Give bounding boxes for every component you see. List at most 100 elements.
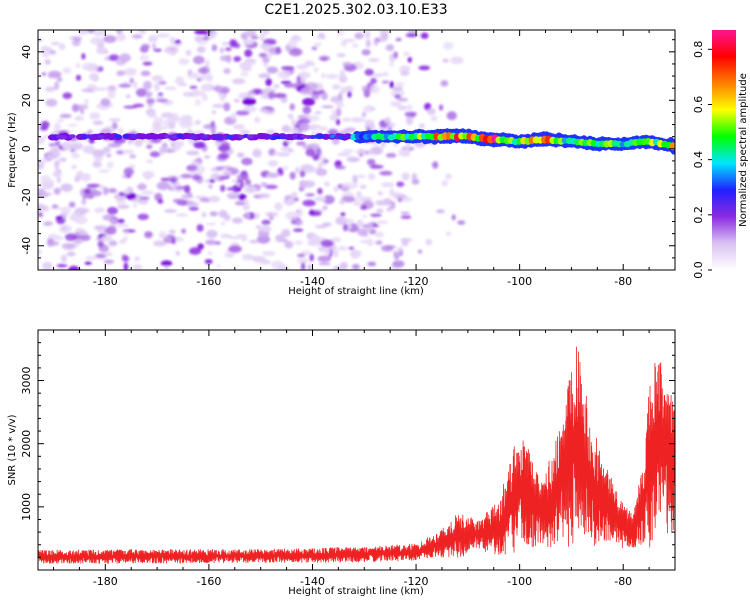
spectrogram-y-tick-label: 0 <box>20 145 33 152</box>
noise-blob <box>254 116 261 123</box>
noise-blob <box>197 67 208 74</box>
noise-blob <box>99 184 105 190</box>
noise-blob <box>40 192 53 196</box>
noise-blob <box>129 154 137 159</box>
noise-blob <box>221 141 231 150</box>
noise-blob <box>254 212 260 219</box>
noise-blob <box>343 218 355 224</box>
noise-blob <box>407 56 412 63</box>
noise-blob <box>375 199 388 206</box>
noise-blob <box>297 115 308 119</box>
noise-blob <box>107 89 116 99</box>
noise-blob <box>73 239 84 244</box>
noise-blob <box>208 251 213 256</box>
noise-blob <box>354 32 364 40</box>
noise-blob <box>131 34 143 39</box>
noise-blob <box>294 240 303 245</box>
snr-panel: -180 -160 -140 -120 -100 -80 1000 2000 3000 Heig… <box>7 329 676 597</box>
colorbar-tick-label: 0.8 <box>692 41 705 59</box>
noise-blob <box>230 112 237 121</box>
noise-blob <box>228 245 243 253</box>
noise-blob <box>196 46 206 54</box>
noise-blob <box>337 92 343 100</box>
noise-blob <box>86 183 101 188</box>
spectrogram-noise-blobs <box>38 30 466 270</box>
noise-blob <box>370 159 376 167</box>
noise-blob <box>297 71 311 79</box>
noise-blob <box>175 76 185 85</box>
noise-blob <box>351 44 359 48</box>
noise-blob <box>332 265 343 270</box>
noise-blob <box>194 30 209 35</box>
noise-blob <box>370 213 382 217</box>
noise-blob <box>62 92 73 99</box>
noise-blob <box>244 212 251 219</box>
noise-blob <box>185 49 192 56</box>
noise-blob <box>95 87 108 91</box>
noise-blob <box>104 226 117 235</box>
noise-blob <box>420 32 429 39</box>
noise-blob <box>48 241 60 246</box>
noise-blob <box>446 111 457 120</box>
noise-blob <box>180 114 193 123</box>
noise-blob <box>293 228 304 232</box>
noise-blob <box>94 207 105 213</box>
noise-blob <box>400 71 410 76</box>
noise-blob <box>252 148 262 158</box>
noise-blob <box>90 190 102 197</box>
noise-blob <box>373 38 379 46</box>
noise-blob <box>266 172 280 179</box>
noise-blob <box>92 149 106 157</box>
noise-blob <box>261 219 271 226</box>
noise-blob <box>244 49 253 58</box>
noise-blob <box>439 104 444 111</box>
noise-blob <box>232 78 246 85</box>
noise-blob <box>314 196 327 202</box>
spectrogram-x-tick-label: -80 <box>614 275 632 288</box>
noise-blob <box>174 39 181 44</box>
noise-blob <box>248 93 254 99</box>
track-core <box>85 134 93 139</box>
noise-blob <box>331 84 341 90</box>
noise-blob <box>397 97 409 102</box>
noise-blob <box>129 164 136 169</box>
noise-blob <box>342 149 354 153</box>
noise-blob <box>189 85 198 90</box>
noise-blob <box>142 170 155 179</box>
noise-blob <box>318 262 331 266</box>
noise-blob <box>325 247 331 256</box>
noise-blob <box>219 95 226 102</box>
noise-blob <box>76 207 90 214</box>
track-core <box>226 134 234 139</box>
noise-blob <box>284 83 295 88</box>
noise-blob <box>368 58 380 63</box>
noise-blob <box>233 56 242 62</box>
noise-blob <box>297 118 311 124</box>
noise-blob <box>260 224 271 233</box>
noise-blob <box>377 191 384 196</box>
noise-blob <box>52 204 58 208</box>
noise-blob <box>360 204 368 210</box>
noise-blob <box>329 114 338 121</box>
noise-blob <box>289 103 295 111</box>
noise-blob <box>390 201 396 210</box>
noise-blob <box>56 264 68 268</box>
noise-blob <box>153 240 167 247</box>
noise-blob <box>417 249 423 254</box>
noise-blob <box>240 72 249 77</box>
spectrogram-y-tick-label: -40 <box>20 237 33 255</box>
spectrogram-signal-track <box>48 128 675 155</box>
noise-blob <box>305 193 315 197</box>
noise-blob <box>341 196 355 203</box>
noise-blob <box>345 85 354 92</box>
noise-blob <box>241 157 253 166</box>
noise-blob <box>233 124 246 130</box>
noise-blob <box>405 142 411 150</box>
noise-blob <box>193 141 206 149</box>
noise-blob <box>370 77 377 85</box>
noise-blob <box>406 116 413 126</box>
noise-blob <box>59 113 72 119</box>
noise-blob <box>149 129 163 134</box>
noise-blob <box>284 240 294 249</box>
noise-blob <box>286 148 295 153</box>
